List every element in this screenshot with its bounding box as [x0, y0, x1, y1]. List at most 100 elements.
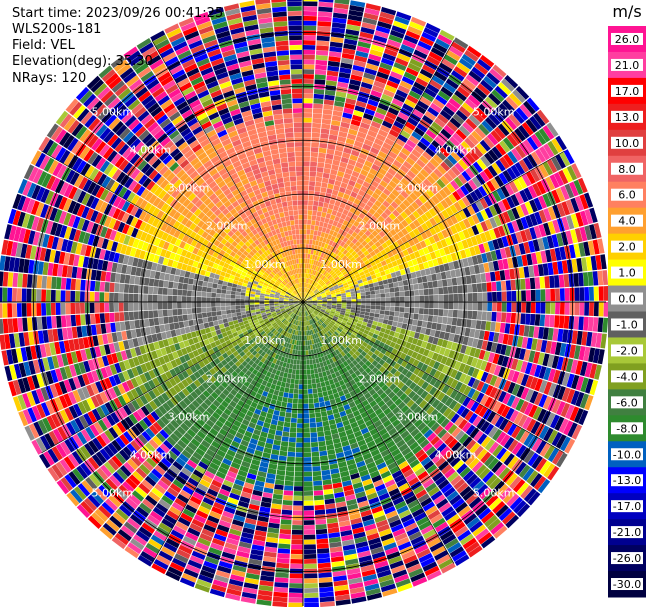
velocity-gate — [303, 142, 311, 147]
velocity-gate — [350, 341, 356, 348]
velocity-gate — [478, 507, 492, 520]
velocity-gate — [101, 501, 115, 515]
velocity-gate — [318, 372, 324, 378]
velocity-gate — [339, 286, 345, 290]
velocity-gate — [272, 336, 278, 342]
velocity-gate — [299, 379, 303, 385]
velocity-gate — [430, 47, 446, 58]
velocity-gate — [461, 421, 472, 433]
velocity-gate — [366, 532, 380, 541]
velocity-gate — [413, 367, 421, 376]
velocity-gate — [129, 513, 144, 526]
velocity-gate — [413, 250, 421, 259]
velocity-gate — [338, 131, 348, 138]
velocity-gate — [340, 290, 346, 294]
velocity-gate — [323, 202, 329, 209]
velocity-gate — [386, 440, 396, 449]
velocity-gate — [272, 358, 278, 364]
velocity-gate — [538, 394, 548, 408]
velocity-gate — [335, 145, 344, 152]
velocity-gate — [327, 65, 340, 72]
velocity-gate — [329, 257, 335, 263]
velocity-gate — [241, 360, 248, 367]
velocity-gate — [518, 348, 526, 361]
velocity-gate — [458, 125, 471, 137]
velocity-gate — [165, 537, 180, 549]
velocity-gate — [244, 414, 252, 422]
velocity-gate — [447, 424, 458, 435]
velocity-gate — [312, 205, 318, 211]
velocity-gate — [331, 433, 340, 440]
velocity-gate — [252, 344, 259, 350]
velocity-gate — [185, 564, 201, 574]
velocity-gate — [450, 475, 462, 487]
velocity-gate — [468, 149, 480, 161]
velocity-gate — [279, 345, 284, 351]
velocity-gate — [320, 366, 326, 373]
velocity-gate — [338, 369, 345, 376]
velocity-gate — [316, 382, 322, 388]
velocity-gate — [425, 147, 436, 158]
velocity-gate — [331, 27, 346, 34]
velocity-gate — [495, 143, 507, 156]
velocity-gate — [305, 258, 308, 264]
velocity-gate — [538, 224, 547, 237]
velocity-gate — [555, 154, 567, 169]
velocity-gate — [318, 6, 333, 13]
velocity-gate — [310, 437, 318, 443]
velocity-gate — [486, 341, 493, 352]
velocity-gate — [425, 129, 437, 140]
velocity-gate — [292, 505, 303, 511]
velocity-gate — [461, 53, 476, 66]
velocity-gate — [342, 319, 348, 324]
velocity-gate — [354, 227, 361, 234]
velocity-gate — [215, 570, 231, 579]
velocity-gate — [308, 200, 314, 206]
velocity-gate — [356, 157, 366, 165]
velocity-gate — [330, 310, 336, 314]
velocity-gate — [588, 286, 594, 301]
velocity-gate — [328, 335, 334, 341]
velocity-gate — [441, 58, 456, 70]
velocity-gate — [507, 150, 518, 164]
velocity-gate — [338, 315, 344, 320]
velocity-gate — [328, 379, 335, 385]
velocity-gate — [316, 277, 320, 283]
velocity-gate — [446, 278, 453, 287]
velocity-gate — [47, 466, 60, 482]
velocity-gate — [211, 411, 221, 420]
velocity-gate — [428, 449, 440, 460]
velocity-gate — [307, 345, 311, 351]
velocity-gate — [262, 492, 273, 499]
velocity-gate — [300, 340, 303, 346]
velocity-gate — [303, 398, 309, 404]
velocity-gate — [365, 3, 381, 12]
velocity-gate — [332, 12, 348, 19]
velocity-gate — [321, 212, 327, 218]
velocity-gate — [303, 461, 312, 467]
velocity-gate — [346, 498, 357, 506]
velocity-gate — [319, 280, 324, 285]
velocity-gate — [257, 361, 264, 367]
velocity-gate — [371, 353, 378, 360]
velocity-gate — [300, 306, 302, 312]
velocity-gate — [277, 420, 285, 427]
velocity-gate — [291, 329, 295, 335]
velocity-gate — [387, 514, 400, 524]
velocity-gate — [352, 482, 363, 490]
velocity-gate — [322, 253, 327, 259]
velocity-gate — [499, 156, 510, 169]
velocity-gate — [390, 302, 395, 307]
velocity-gate — [294, 349, 298, 355]
velocity-gate — [453, 201, 463, 212]
velocity-gate — [323, 104, 334, 111]
velocity-gate — [507, 423, 518, 436]
velocity-gate — [431, 195, 440, 205]
velocity-gate — [256, 419, 265, 427]
velocity-gate — [332, 482, 343, 489]
velocity-gate — [478, 103, 491, 116]
velocity-gate — [342, 348, 349, 355]
velocity-gate — [407, 349, 414, 357]
velocity-gate — [478, 467, 491, 480]
velocity-gate — [339, 253, 345, 259]
